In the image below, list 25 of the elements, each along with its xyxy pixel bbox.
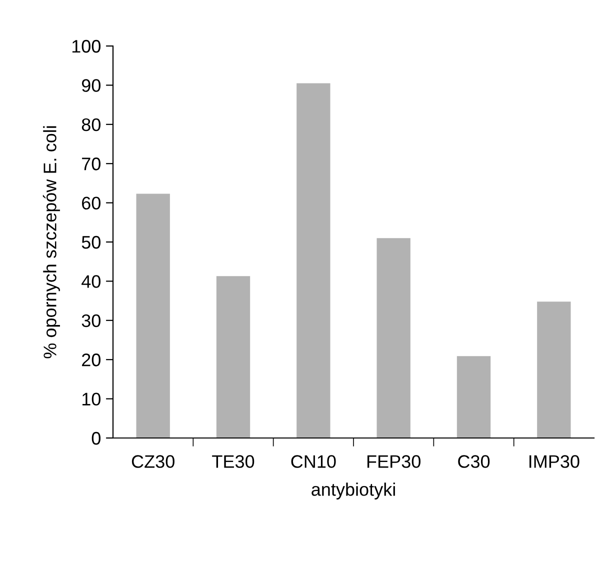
x-tick-label: TE30 — [212, 455, 254, 468]
y-tick-label: 80 — [82, 118, 100, 132]
bar — [136, 194, 170, 438]
bar — [376, 238, 410, 438]
x-tick-label: IMP30 — [529, 455, 580, 468]
y-tick-label: 70 — [82, 158, 100, 170]
x-tick-label: C30 — [458, 455, 490, 468]
y-axis-title: % opornych szczepów E. coli — [42, 126, 60, 358]
y-tick-label: 20 — [82, 354, 100, 366]
x-tick-label: FEP30 — [367, 455, 420, 468]
bar — [216, 276, 250, 438]
bar — [296, 83, 330, 438]
x-tick-label: CN10 — [291, 455, 336, 468]
y-tick-label: 30 — [82, 314, 100, 328]
y-tick-label: 40 — [82, 275, 100, 288]
y-tick-label: 50 — [82, 236, 100, 249]
y-tick-label: 0 — [92, 432, 100, 445]
y-tick-label: 10 — [82, 392, 100, 406]
bar — [537, 302, 571, 438]
y-tick-label: 100 — [72, 40, 100, 53]
y-tick-label: 90 — [82, 79, 100, 92]
y-tick-label: 60 — [82, 196, 100, 210]
x-tick-label: CZ30 — [132, 455, 174, 468]
x-axis-title: antybiotyki — [312, 482, 395, 500]
bar — [456, 356, 491, 438]
